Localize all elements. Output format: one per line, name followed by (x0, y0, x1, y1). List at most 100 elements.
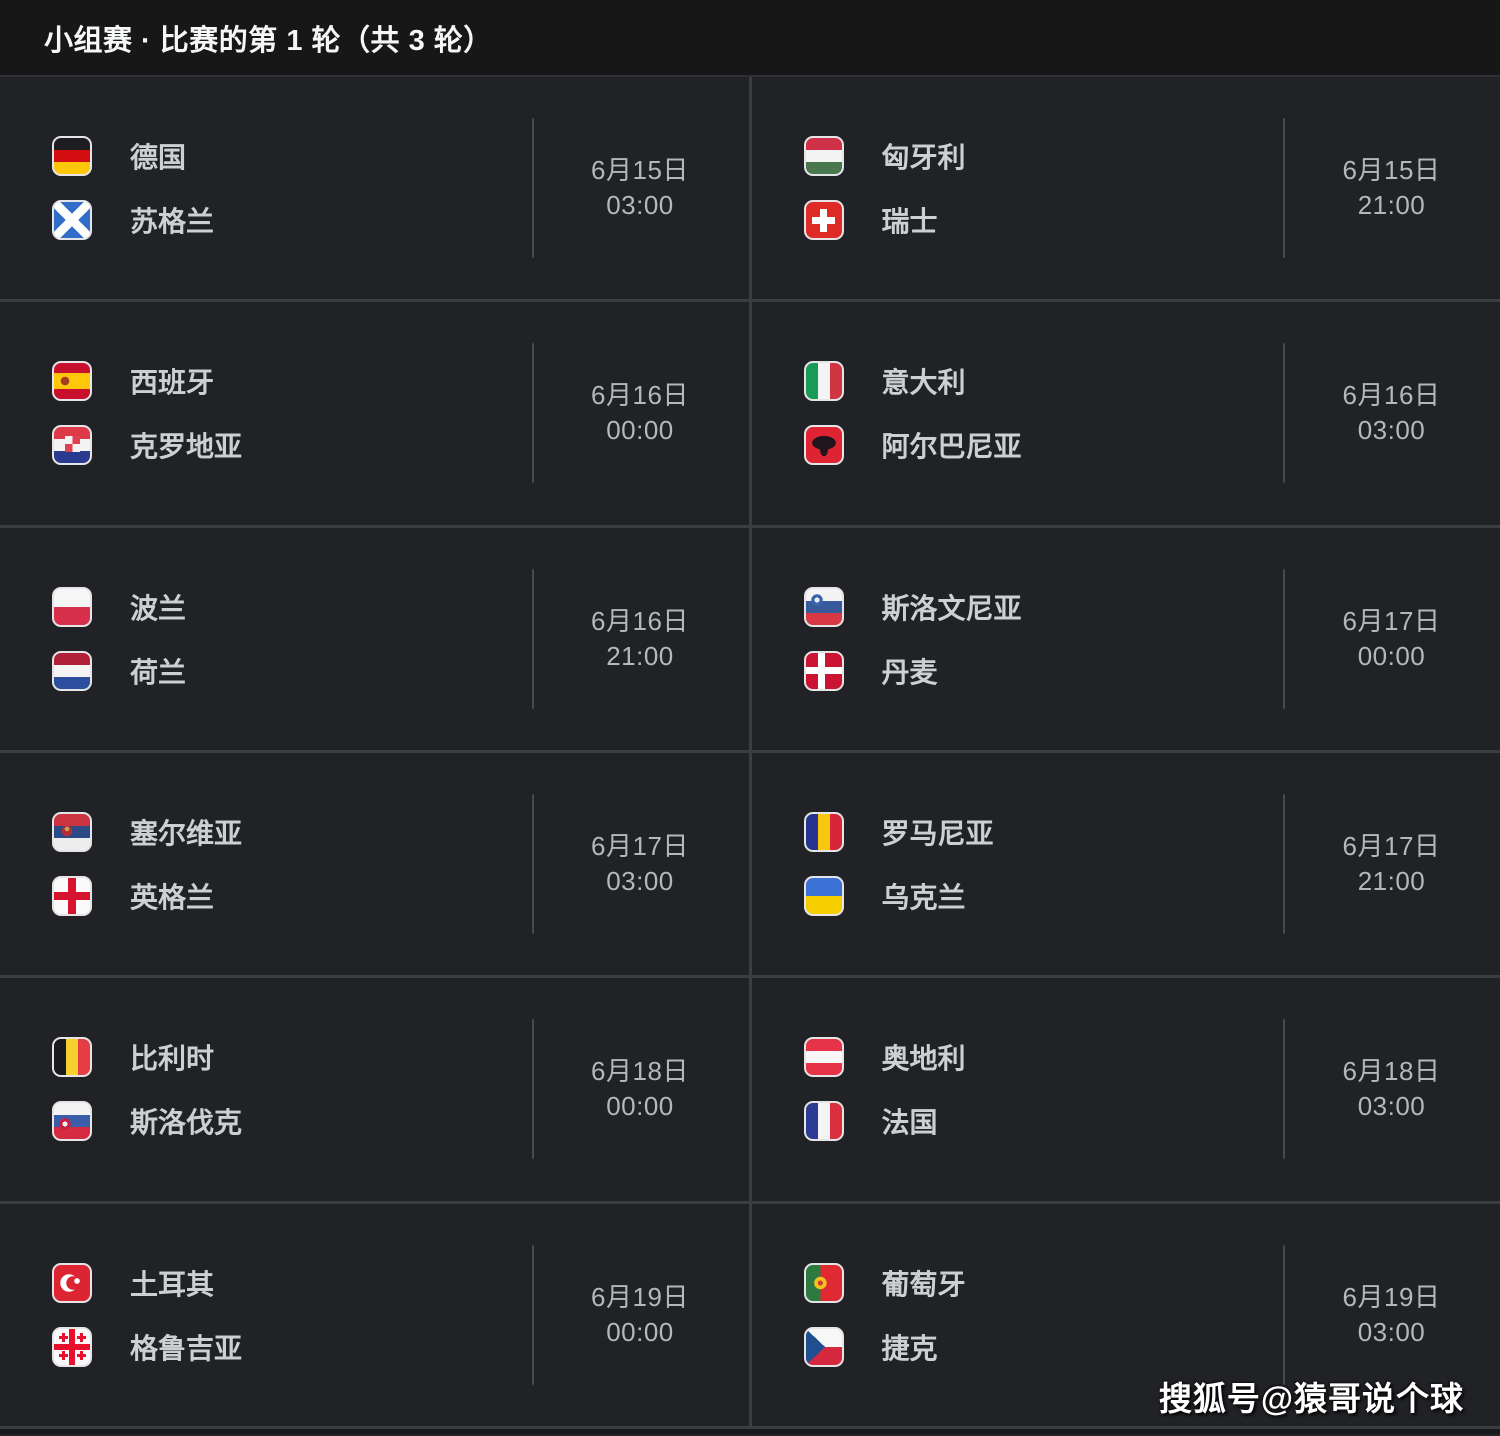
match-datetime-col: 6月19日 03:00 (1283, 1204, 1500, 1426)
match-teams: 匈牙利 瑞士 (752, 77, 1284, 299)
match-datetime: 6月16日 03:00 (1343, 378, 1441, 448)
austria-flag-icon (803, 1037, 844, 1078)
match-time: 00:00 (606, 415, 674, 446)
team-row: 法国 (803, 1101, 1284, 1142)
match-teams: 塞尔维亚 英格兰 (0, 753, 532, 975)
match-datetime-col: 6月18日 00:00 (531, 978, 749, 1200)
round-title: 小组赛 · 比赛的第 1 轮（共 3 轮） (44, 24, 493, 57)
team-name: 西班牙 (130, 367, 215, 399)
vertical-divider (1283, 1019, 1285, 1160)
match-teams: 奥地利 法国 (752, 978, 1284, 1200)
match-card[interactable]: 罗马尼亚 乌克兰 6月17日 21:00 (751, 752, 1500, 976)
match-time: 03:00 (1357, 1091, 1426, 1122)
team-row: 罗马尼亚 (803, 812, 1284, 853)
match-card[interactable]: 葡萄牙 捷克 6月19日 03:00 (751, 1203, 1500, 1426)
italy-flag-icon (803, 361, 844, 402)
match-teams: 西班牙 克罗地亚 (0, 302, 532, 524)
bottom-separator (0, 1426, 1500, 1429)
team-name: 丹麦 (881, 656, 938, 688)
team-name: 斯洛伐克 (130, 1107, 243, 1139)
match-date: 6月15日 (591, 155, 689, 186)
match-datetime-col: 6月17日 00:00 (1283, 528, 1500, 750)
match-date: 6月19日 (1342, 1281, 1441, 1312)
match-date: 6月16日 (1342, 380, 1441, 411)
match-datetime-col: 6月15日 03:00 (531, 77, 749, 299)
team-row: 德国 (52, 136, 532, 177)
team-name: 比利时 (130, 1043, 215, 1075)
watermark: 搜狐号@猿哥说个球 (1158, 1380, 1464, 1417)
team-row: 苏格兰 (52, 200, 532, 241)
match-teams: 比利时 斯洛伐克 (0, 978, 532, 1200)
vertical-divider (531, 118, 534, 259)
match-date: 6月17日 (1342, 831, 1441, 862)
team-name: 意大利 (881, 367, 966, 399)
match-teams: 土耳其 格鲁吉亚 (0, 1204, 532, 1426)
denmark-flag-icon (803, 650, 844, 691)
vertical-divider (531, 343, 534, 484)
match-datetime-col: 6月16日 21:00 (531, 528, 749, 750)
team-name: 塞尔维亚 (130, 818, 243, 850)
team-row: 意大利 (803, 361, 1284, 402)
team-name: 匈牙利 (881, 142, 966, 174)
turkey-flag-icon (52, 1262, 92, 1303)
match-card[interactable]: 匈牙利 瑞士 6月15日 21:00 (751, 77, 1500, 300)
team-name: 土耳其 (130, 1268, 215, 1300)
team-name: 阿尔巴尼亚 (881, 431, 1022, 463)
match-time: 03:00 (1357, 1316, 1426, 1347)
match-datetime-col: 6月16日 03:00 (1283, 302, 1500, 524)
team-name: 苏格兰 (130, 206, 215, 238)
match-time: 00:00 (1357, 640, 1426, 671)
match-datetime: 6月16日 00:00 (591, 378, 689, 448)
team-row: 比利时 (52, 1037, 532, 1078)
team-row: 丹麦 (803, 650, 1284, 691)
match-teams: 德国 苏格兰 (0, 77, 532, 299)
vertical-divider (1283, 118, 1285, 259)
match-time: 00:00 (606, 1316, 674, 1347)
round-header: 小组赛 · 比赛的第 1 轮（共 3 轮） (0, 0, 1500, 77)
vertical-divider (1283, 343, 1285, 484)
match-date: 6月17日 (591, 831, 689, 862)
vertical-divider (1283, 568, 1285, 709)
match-datetime-col: 6月18日 03:00 (1283, 978, 1500, 1200)
match-card[interactable]: 斯洛文尼亚 丹麦 6月17日 00:00 (751, 527, 1500, 750)
belgium-flag-icon (52, 1037, 92, 1078)
match-datetime: 6月16日 21:00 (591, 604, 689, 674)
match-time: 03:00 (1357, 415, 1426, 446)
switzerland-flag-icon (803, 200, 844, 241)
match-datetime: 6月18日 03:00 (1343, 1054, 1441, 1124)
slovakia-flag-icon (52, 1101, 92, 1142)
serbia-flag-icon (52, 812, 92, 853)
match-card[interactable]: 西班牙 克罗地亚 6月16日 00:00 (0, 302, 749, 525)
match-date: 6月18日 (1342, 1056, 1441, 1087)
team-name: 罗马尼亚 (881, 818, 994, 850)
spain-flag-icon (52, 361, 92, 402)
team-name: 法国 (881, 1107, 938, 1139)
team-row: 斯洛伐克 (52, 1101, 532, 1142)
match-time: 21:00 (606, 640, 674, 671)
match-card[interactable]: 德国 苏格兰 6月15日 03:00 (0, 77, 749, 300)
match-card[interactable]: 奥地利 法国 6月18日 03:00 (751, 978, 1500, 1201)
team-row: 格鲁吉亚 (52, 1326, 532, 1367)
vertical-divider (531, 794, 534, 935)
france-flag-icon (803, 1101, 844, 1142)
team-name: 瑞士 (881, 206, 938, 238)
hungary-flag-icon (803, 136, 844, 177)
team-row: 土耳其 (52, 1262, 532, 1303)
match-card[interactable]: 比利时 斯洛伐克 6月18日 00:00 (0, 978, 749, 1201)
match-card[interactable]: 土耳其 格鲁吉亚 6月19日 00:00 (0, 1203, 749, 1426)
croatia-flag-icon (52, 425, 92, 466)
team-row: 波兰 (52, 586, 532, 627)
team-row: 捷克 (803, 1326, 1284, 1367)
match-card[interactable]: 波兰 荷兰 6月16日 21:00 (0, 527, 749, 750)
team-row: 英格兰 (52, 876, 532, 917)
team-name: 荷兰 (130, 656, 187, 688)
team-name: 波兰 (130, 592, 187, 624)
team-name: 捷克 (881, 1332, 938, 1364)
match-teams: 葡萄牙 捷克 (752, 1204, 1284, 1426)
match-date: 6月16日 (591, 605, 689, 636)
portugal-flag-icon (803, 1262, 844, 1303)
match-teams: 罗马尼亚 乌克兰 (752, 753, 1284, 975)
match-card[interactable]: 意大利 阿尔巴尼亚 6月16日 03:00 (751, 302, 1500, 525)
match-card[interactable]: 塞尔维亚 英格兰 6月17日 03:00 (0, 752, 749, 976)
